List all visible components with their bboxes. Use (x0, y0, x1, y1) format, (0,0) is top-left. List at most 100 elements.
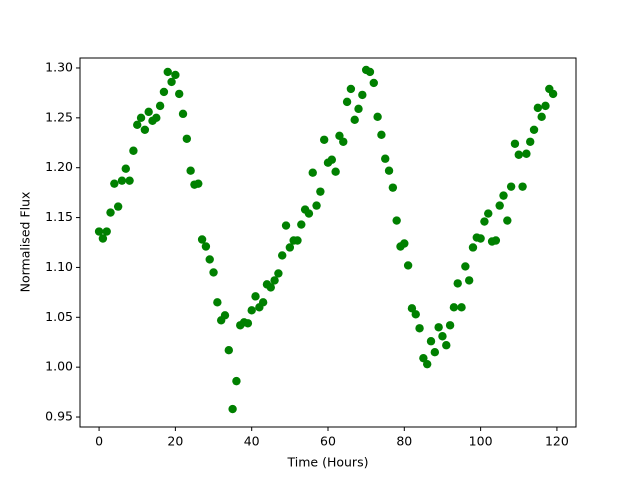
point (339, 137, 348, 146)
point (159, 87, 169, 97)
point (377, 130, 386, 139)
point (541, 101, 550, 111)
point (133, 120, 142, 130)
point (522, 149, 531, 158)
point (201, 242, 211, 251)
point (140, 125, 150, 135)
point (373, 112, 382, 122)
point (220, 311, 230, 320)
point (205, 255, 214, 264)
point (171, 70, 180, 80)
y-axis-label: Normalised Flux (18, 192, 33, 293)
y-tick-label: 0.95 (45, 409, 73, 424)
point (304, 209, 314, 218)
x-tick-label: 40 (244, 434, 260, 449)
point (411, 310, 420, 319)
point (484, 209, 493, 218)
point (453, 279, 462, 288)
point (232, 376, 241, 386)
point (518, 182, 527, 191)
point (480, 217, 489, 226)
point (354, 104, 363, 114)
point (533, 103, 543, 113)
point (457, 303, 466, 312)
point (419, 353, 428, 363)
point (491, 236, 501, 245)
point (449, 303, 459, 312)
point (415, 324, 424, 333)
point (102, 227, 111, 236)
point (369, 78, 378, 88)
x-tick-label: 20 (167, 434, 183, 449)
x-tick-label: 0 (95, 434, 103, 449)
point (152, 113, 161, 123)
point (381, 154, 390, 163)
point (526, 137, 535, 146)
x-tick-label: 100 (469, 434, 493, 449)
point (499, 191, 508, 200)
point (197, 235, 207, 244)
point (258, 298, 268, 307)
point (445, 321, 455, 330)
point (247, 306, 256, 315)
y-tick-label: 1.20 (45, 159, 73, 174)
point (178, 109, 188, 119)
point (476, 234, 485, 243)
point (365, 67, 375, 77)
point (316, 187, 325, 196)
point (514, 150, 523, 159)
point (335, 131, 344, 140)
y-tick-label: 1.15 (45, 209, 73, 224)
y-tick-label: 1.05 (45, 309, 73, 324)
point (312, 201, 321, 210)
y-tick-label: 1.10 (45, 259, 73, 274)
point (117, 176, 127, 185)
point (464, 276, 474, 285)
point (213, 298, 222, 307)
point (106, 208, 115, 217)
point (510, 139, 520, 148)
point (285, 243, 295, 252)
point (182, 134, 192, 143)
point (358, 90, 367, 100)
point (442, 341, 451, 350)
y-tick-label: 1.25 (45, 109, 73, 124)
point (110, 179, 119, 188)
point (186, 166, 195, 175)
point (438, 332, 447, 341)
point (319, 135, 329, 144)
x-axis-label: Time (Hours) (287, 455, 369, 470)
point (407, 304, 417, 313)
y-tick-label: 1.00 (45, 359, 73, 374)
point (461, 262, 470, 271)
point (529, 125, 539, 135)
y-tick-label: 1.30 (45, 59, 73, 74)
point (495, 201, 504, 210)
point (144, 107, 153, 117)
plot-frame (79, 57, 577, 428)
point (167, 77, 176, 87)
point (392, 216, 401, 225)
point (426, 337, 436, 346)
point (430, 348, 440, 357)
point (388, 183, 398, 192)
point (400, 239, 409, 248)
point (194, 179, 203, 188)
x-tick-label: 80 (396, 434, 412, 449)
point (403, 261, 413, 270)
x-tick-label: 120 (545, 434, 569, 449)
point (423, 359, 432, 369)
point (503, 216, 512, 225)
point (346, 84, 356, 94)
point (136, 113, 146, 123)
point (342, 97, 352, 107)
point (155, 101, 165, 111)
point (121, 164, 130, 173)
point (209, 268, 218, 277)
point (327, 155, 337, 164)
point (243, 319, 253, 328)
point (175, 89, 184, 99)
point (308, 168, 317, 177)
point (98, 234, 108, 243)
point (506, 182, 516, 191)
